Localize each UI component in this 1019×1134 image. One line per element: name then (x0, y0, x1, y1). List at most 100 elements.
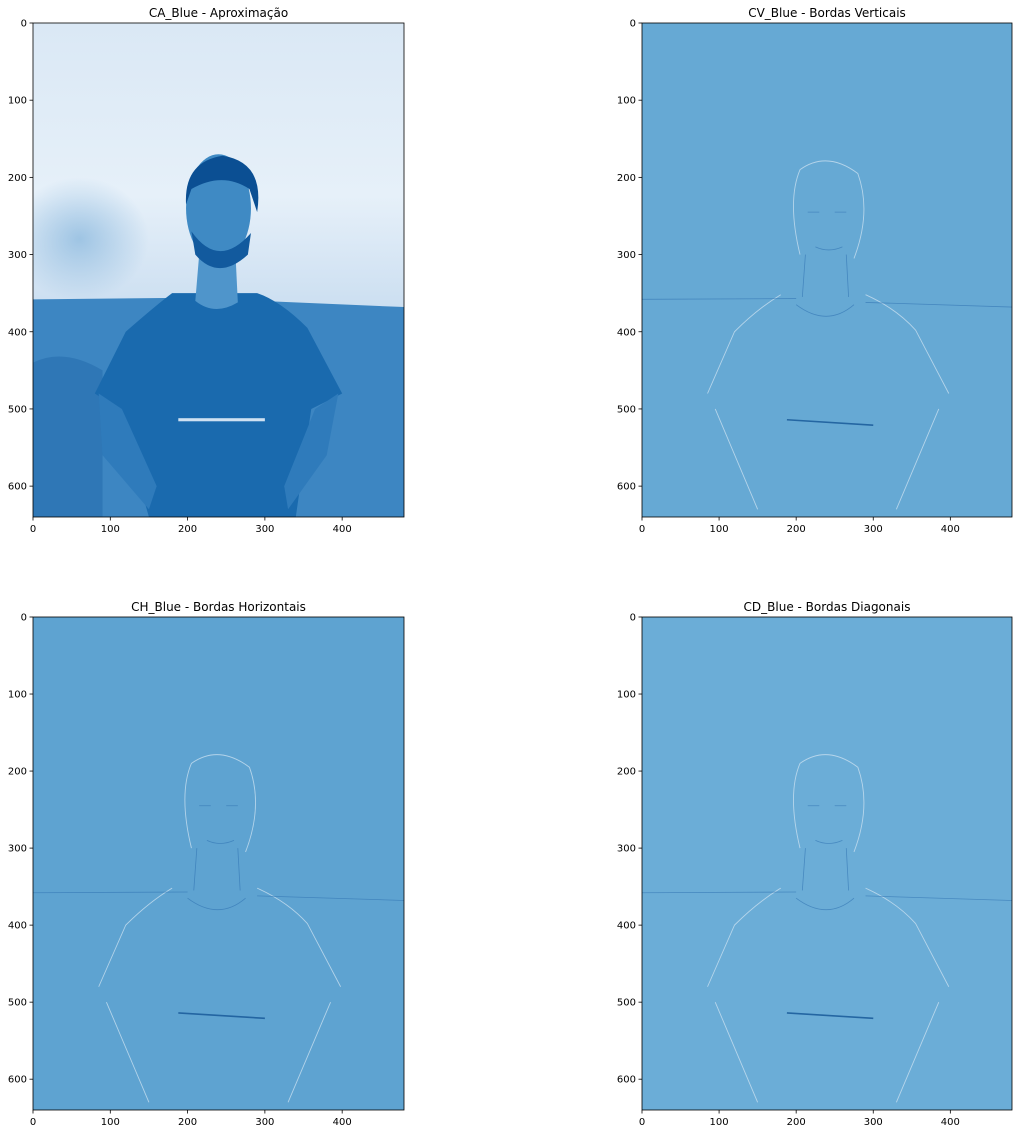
ca-blue-wall-shadow (33, 177, 149, 301)
ch-blue-edge-print-line (178, 1012, 265, 1020)
cd-blue-xtick-label-400: 400 (941, 1117, 960, 1128)
cd-blue-edge-shirt-outline (707, 887, 950, 987)
ch-blue-title: CH_Blue - Bordas Horizontais (131, 600, 306, 614)
cv-blue-ytick-label-300: 300 (617, 250, 636, 261)
ch-blue-edge-neck-outline (193, 848, 241, 891)
ca-blue-xtick-label-100: 100 (101, 524, 120, 535)
ch-blue-xtick-label-300: 300 (255, 1117, 274, 1128)
ch-blue-edge-collar (187, 897, 246, 910)
ch-blue-ytick-label-100: 100 (8, 690, 27, 701)
ca-blue-image (33, 23, 404, 517)
cv-blue-ytick-label-0: 0 (630, 19, 636, 30)
cd-blue-ytick-label-500: 500 (617, 998, 636, 1009)
cv-blue-ytick-label-100: 100 (617, 96, 636, 107)
ch-blue-axes-frame (32, 616, 405, 1111)
cv-blue-edge-face-features (807, 211, 847, 251)
ch-blue-xtick-label-400: 400 (333, 1117, 352, 1128)
cd-blue-edge-neck-outline (801, 848, 849, 891)
cd-blue-xtick-label-0: 0 (639, 1117, 645, 1128)
ca-blue-panel: 0 100 200 300 400 0 100 200 300 400 500 600 CA_Blue … (8, 6, 405, 535)
ca-blue-shirt (94, 293, 343, 517)
ca-blue-xtick-label-300: 300 (255, 524, 274, 535)
cv-blue-edge-head-outline (793, 160, 865, 259)
cv-blue-panel: 0 100 200 300 400 0 100 200 300 400 500 600 CV_Blue … (617, 6, 1013, 535)
ca-blue-shirt-print (178, 418, 265, 422)
ch-blue-ytick-label-400: 400 (8, 921, 27, 932)
cd-blue-panel: 0 100 200 300 400 0 100 200 300 400 500 600 CD_Blue … (617, 600, 1013, 1128)
ch-blue-edge-face-features (199, 805, 238, 844)
ca-blue-ytick-label-400: 400 (8, 327, 27, 338)
ch-blue-panel: 0 100 200 300 400 0 100 200 300 400 500 600 CH_Blue … (8, 600, 405, 1128)
cd-blue-edge-sofa-line (642, 891, 1012, 901)
cd-blue-ytick-label-0: 0 (630, 613, 636, 624)
ch-blue-xtick-label-0: 0 (30, 1117, 36, 1128)
ch-blue-ytick-label-500: 500 (8, 998, 27, 1009)
cv-blue-title: CV_Blue - Bordas Verticais (748, 6, 906, 20)
cv-blue-xtick-label-200: 200 (787, 524, 806, 535)
ch-blue-ytick-label-600: 600 (8, 1075, 27, 1086)
cv-blue-xtick-label-0: 0 (639, 524, 645, 535)
ch-blue-image (33, 617, 404, 1110)
cv-blue-edge-neck-outline (801, 254, 849, 298)
cv-blue-xtick-label-300: 300 (864, 524, 883, 535)
cd-blue-ytick-label-200: 200 (617, 767, 636, 778)
ca-blue-left-arm (98, 393, 157, 510)
cv-blue-ytick-label-500: 500 (617, 404, 636, 415)
cd-blue-image (642, 617, 1012, 1110)
cd-blue-xtick-label-300: 300 (864, 1117, 883, 1128)
cv-blue-ytick-label-600: 600 (617, 482, 636, 493)
cv-blue-ytick-label-400: 400 (617, 327, 636, 338)
ch-blue-ytick-label-300: 300 (8, 844, 27, 855)
ca-blue-ytick-label-300: 300 (8, 250, 27, 261)
ch-blue-ytick-label-0: 0 (21, 613, 27, 624)
ca-blue-ytick-label-500: 500 (8, 404, 27, 415)
ca-blue-ytick-label-600: 600 (8, 482, 27, 493)
cd-blue-edge-face-features (807, 805, 847, 844)
cd-blue-image-background (642, 617, 1012, 1110)
ch-blue-xtick-label-200: 200 (178, 1117, 197, 1128)
ca-blue-sofa-arm (33, 356, 103, 517)
ca-blue-xtick-label-400: 400 (333, 524, 352, 535)
cv-blue-xtick-label-400: 400 (941, 524, 960, 535)
cd-blue-ytick-label-600: 600 (617, 1075, 636, 1086)
cd-blue-edge-collar (795, 897, 855, 910)
cd-blue-ytick-label-300: 300 (617, 844, 636, 855)
ch-blue-edge-shirt-outline (98, 887, 342, 987)
cv-blue-edge-print-line (786, 418, 874, 426)
ca-blue-beard (191, 231, 251, 269)
cv-blue-edge-sofa-line (642, 298, 1012, 308)
cd-blue-xtick-label-100: 100 (710, 1117, 729, 1128)
cd-blue-edge-print-line (786, 1012, 874, 1020)
ca-blue-axes-frame (32, 22, 405, 518)
cv-blue-axes-frame (641, 22, 1013, 518)
ca-blue-right-arm (284, 393, 339, 510)
ca-blue-ytick-label-200: 200 (8, 173, 27, 184)
cd-blue-axes-frame (641, 616, 1013, 1111)
cv-blue-edge-arm-lines (714, 408, 940, 510)
cv-blue-image-background (642, 23, 1012, 517)
cd-blue-ytick-label-400: 400 (617, 921, 636, 932)
ca-blue-ytick-label-0: 0 (21, 19, 27, 30)
ca-blue-xtick-label-200: 200 (178, 524, 197, 535)
ca-blue-hair (185, 155, 259, 213)
cv-blue-image (642, 23, 1012, 517)
cv-blue-edge-shirt-outline (707, 294, 950, 394)
cv-blue-ytick-label-200: 200 (617, 173, 636, 184)
ch-blue-edge-head-outline (184, 754, 256, 853)
cd-blue-edge-head-outline (793, 754, 865, 853)
ch-blue-edge-arm-lines (106, 1001, 331, 1103)
ca-blue-neck (195, 254, 238, 309)
cd-blue-title: CD_Blue - Bordas Diagonais (744, 600, 911, 614)
ch-blue-edge-sofa-line (33, 891, 404, 901)
ch-blue-image-background (33, 617, 404, 1110)
cd-blue-ytick-label-100: 100 (617, 690, 636, 701)
cd-blue-xtick-label-200: 200 (787, 1117, 806, 1128)
ch-blue-ytick-label-200: 200 (8, 767, 27, 778)
cd-blue-edge-arm-lines (714, 1001, 940, 1103)
ca-blue-title: CA_Blue - Aproximação (149, 6, 288, 20)
cv-blue-edge-collar (795, 304, 855, 317)
ca-blue-xtick-label-0: 0 (30, 524, 36, 535)
ca-blue-ytick-label-100: 100 (8, 96, 27, 107)
cv-blue-xtick-label-100: 100 (710, 524, 729, 535)
